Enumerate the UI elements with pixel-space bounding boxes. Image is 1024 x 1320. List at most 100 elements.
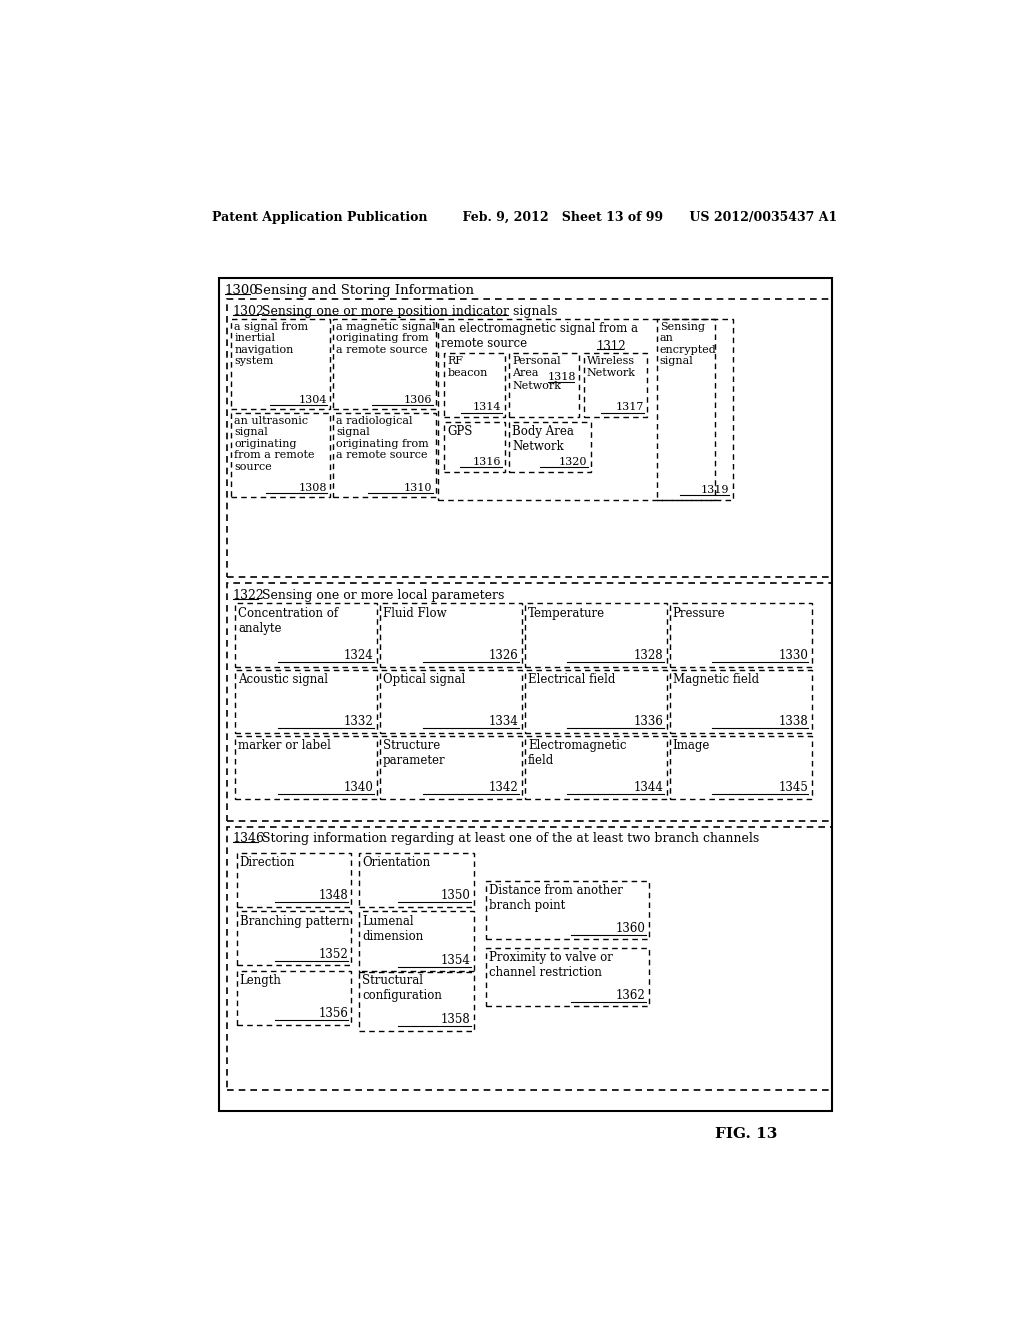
Bar — [486, 880, 649, 940]
Bar — [524, 603, 667, 667]
Text: FIG. 13: FIG. 13 — [716, 1127, 778, 1140]
Text: Branching pattern: Branching pattern — [240, 915, 349, 928]
Text: GPS: GPS — [447, 425, 473, 438]
Bar — [234, 669, 377, 733]
Text: Patent Application Publication        Feb. 9, 2012   Sheet 13 of 99      US 2012: Patent Application Publication Feb. 9, 2… — [212, 211, 838, 224]
Bar — [231, 412, 331, 498]
Bar — [584, 354, 647, 417]
Text: 1336: 1336 — [634, 715, 664, 729]
Text: Proximity to valve or
channel restriction: Proximity to valve or channel restrictio… — [489, 950, 613, 978]
Text: 1318: 1318 — [548, 372, 577, 383]
Bar — [486, 948, 649, 1006]
Text: Electromagnetic
field: Electromagnetic field — [528, 739, 627, 767]
Text: 1342: 1342 — [488, 781, 518, 795]
Text: 1340: 1340 — [344, 781, 374, 795]
Text: RF
beacon: RF beacon — [447, 356, 487, 378]
Text: Sensing one or more local parameters: Sensing one or more local parameters — [262, 589, 505, 602]
Text: 1358: 1358 — [440, 1014, 471, 1026]
Text: Direction: Direction — [240, 857, 295, 869]
Text: Pressure: Pressure — [673, 607, 725, 619]
Text: a magnetic signal
originating from
a remote source: a magnetic signal originating from a rem… — [337, 322, 436, 355]
Text: Acoustic signal: Acoustic signal — [238, 673, 328, 686]
Text: 1300: 1300 — [225, 284, 258, 297]
Bar — [237, 911, 351, 965]
Bar — [237, 853, 351, 907]
Text: a signal from
inertial
navigation
system: a signal from inertial navigation system — [234, 322, 308, 367]
Bar — [438, 318, 716, 499]
Text: 1306: 1306 — [404, 395, 432, 405]
Bar — [231, 318, 331, 409]
Text: 1348: 1348 — [318, 890, 348, 903]
Bar — [380, 737, 521, 799]
Bar — [359, 911, 474, 972]
Text: 1328: 1328 — [634, 649, 664, 663]
Text: Lumenal
dimension: Lumenal dimension — [362, 915, 423, 942]
Text: Network: Network — [512, 381, 561, 391]
Text: 1326: 1326 — [488, 649, 518, 663]
Bar — [227, 300, 831, 577]
Text: Wireless
Network: Wireless Network — [587, 356, 636, 378]
Text: Structure
parameter: Structure parameter — [383, 739, 445, 767]
Text: Sensing
an
encrypted
signal: Sensing an encrypted signal — [659, 322, 717, 367]
Bar — [380, 669, 521, 733]
Bar — [524, 669, 667, 733]
Bar — [509, 354, 579, 417]
Text: Fluid Flow: Fluid Flow — [383, 607, 446, 619]
Bar — [670, 603, 812, 667]
Text: 1338: 1338 — [778, 715, 809, 729]
Text: Optical signal: Optical signal — [383, 673, 465, 686]
Text: 1320: 1320 — [559, 457, 588, 467]
Bar — [380, 603, 521, 667]
Bar — [334, 412, 435, 498]
Text: Temperature: Temperature — [528, 607, 605, 619]
Bar — [670, 737, 812, 799]
Bar — [227, 583, 831, 821]
Text: 1319: 1319 — [700, 484, 729, 495]
Text: 1314: 1314 — [473, 403, 502, 412]
Text: an ultrasonic
signal
originating
from a remote
source: an ultrasonic signal originating from a … — [234, 416, 314, 473]
Text: Personal
Area: Personal Area — [512, 356, 561, 378]
Bar — [237, 970, 351, 1024]
Text: Storing information regarding at least one of the at least two branch channels: Storing information regarding at least o… — [262, 832, 760, 845]
Text: Length: Length — [240, 974, 282, 987]
Text: marker or label: marker or label — [238, 739, 331, 752]
Text: Orientation: Orientation — [362, 857, 430, 869]
Text: Structural
configuration: Structural configuration — [362, 974, 442, 1002]
Bar — [444, 354, 505, 417]
Text: 1317: 1317 — [615, 403, 644, 412]
Text: Distance from another
branch point: Distance from another branch point — [489, 884, 623, 912]
Text: 1352: 1352 — [318, 948, 348, 961]
Bar — [334, 318, 435, 409]
Bar — [524, 737, 667, 799]
Bar — [359, 853, 474, 907]
Text: 1345: 1345 — [778, 781, 809, 795]
Text: 1312: 1312 — [597, 341, 627, 354]
Text: 1324: 1324 — [344, 649, 374, 663]
Text: 1354: 1354 — [440, 954, 471, 966]
Bar — [227, 826, 831, 1090]
Text: Magnetic field: Magnetic field — [673, 673, 759, 686]
Text: 1308: 1308 — [299, 483, 328, 492]
Text: 1302: 1302 — [232, 305, 264, 318]
Bar — [509, 422, 591, 471]
Text: 1346: 1346 — [232, 832, 264, 845]
Text: Electrical field: Electrical field — [528, 673, 615, 686]
Text: 1350: 1350 — [440, 890, 471, 903]
Text: Body Area
Network: Body Area Network — [512, 425, 574, 453]
Text: 1362: 1362 — [616, 989, 646, 1002]
Bar — [359, 970, 474, 1031]
Bar — [444, 422, 505, 471]
Text: Image: Image — [673, 739, 711, 752]
Bar — [234, 737, 377, 799]
Text: Sensing and Storing Information: Sensing and Storing Information — [254, 284, 474, 297]
Text: 1310: 1310 — [404, 483, 432, 492]
Bar — [670, 669, 812, 733]
Text: Sensing one or more position indicator signals: Sensing one or more position indicator s… — [262, 305, 557, 318]
Text: 1356: 1356 — [318, 1007, 348, 1020]
Bar — [219, 277, 831, 1111]
Text: 1316: 1316 — [473, 457, 502, 467]
Text: 1322: 1322 — [232, 589, 264, 602]
Text: Concentration of
analyte: Concentration of analyte — [238, 607, 338, 635]
Bar — [234, 603, 377, 667]
Text: an electromagnetic signal from a
remote source: an electromagnetic signal from a remote … — [441, 322, 638, 350]
